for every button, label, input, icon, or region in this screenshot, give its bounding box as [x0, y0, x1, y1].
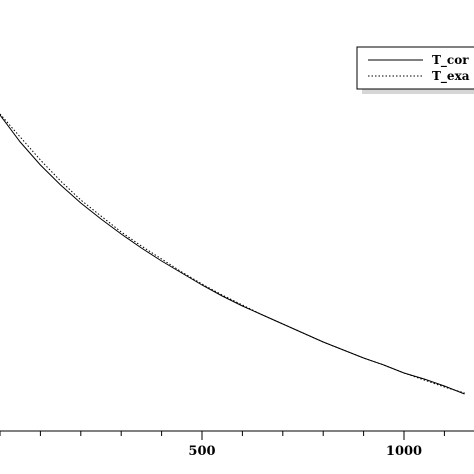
plot-area: [0, 113, 465, 395]
x-tick-label: 500: [188, 444, 215, 459]
series-line-t-cor: [0, 114, 465, 395]
legend-label-t-cor: T_cor: [432, 53, 469, 68]
x-axis: 500 1000: [0, 430, 474, 459]
legend: T_cor T_exa: [356, 46, 474, 94]
legend-label-t-exa: T_exa: [432, 69, 470, 84]
x-tick-label: 1000: [386, 444, 422, 459]
series-line-t-exa: [0, 113, 465, 394]
legend-box: [356, 46, 474, 90]
